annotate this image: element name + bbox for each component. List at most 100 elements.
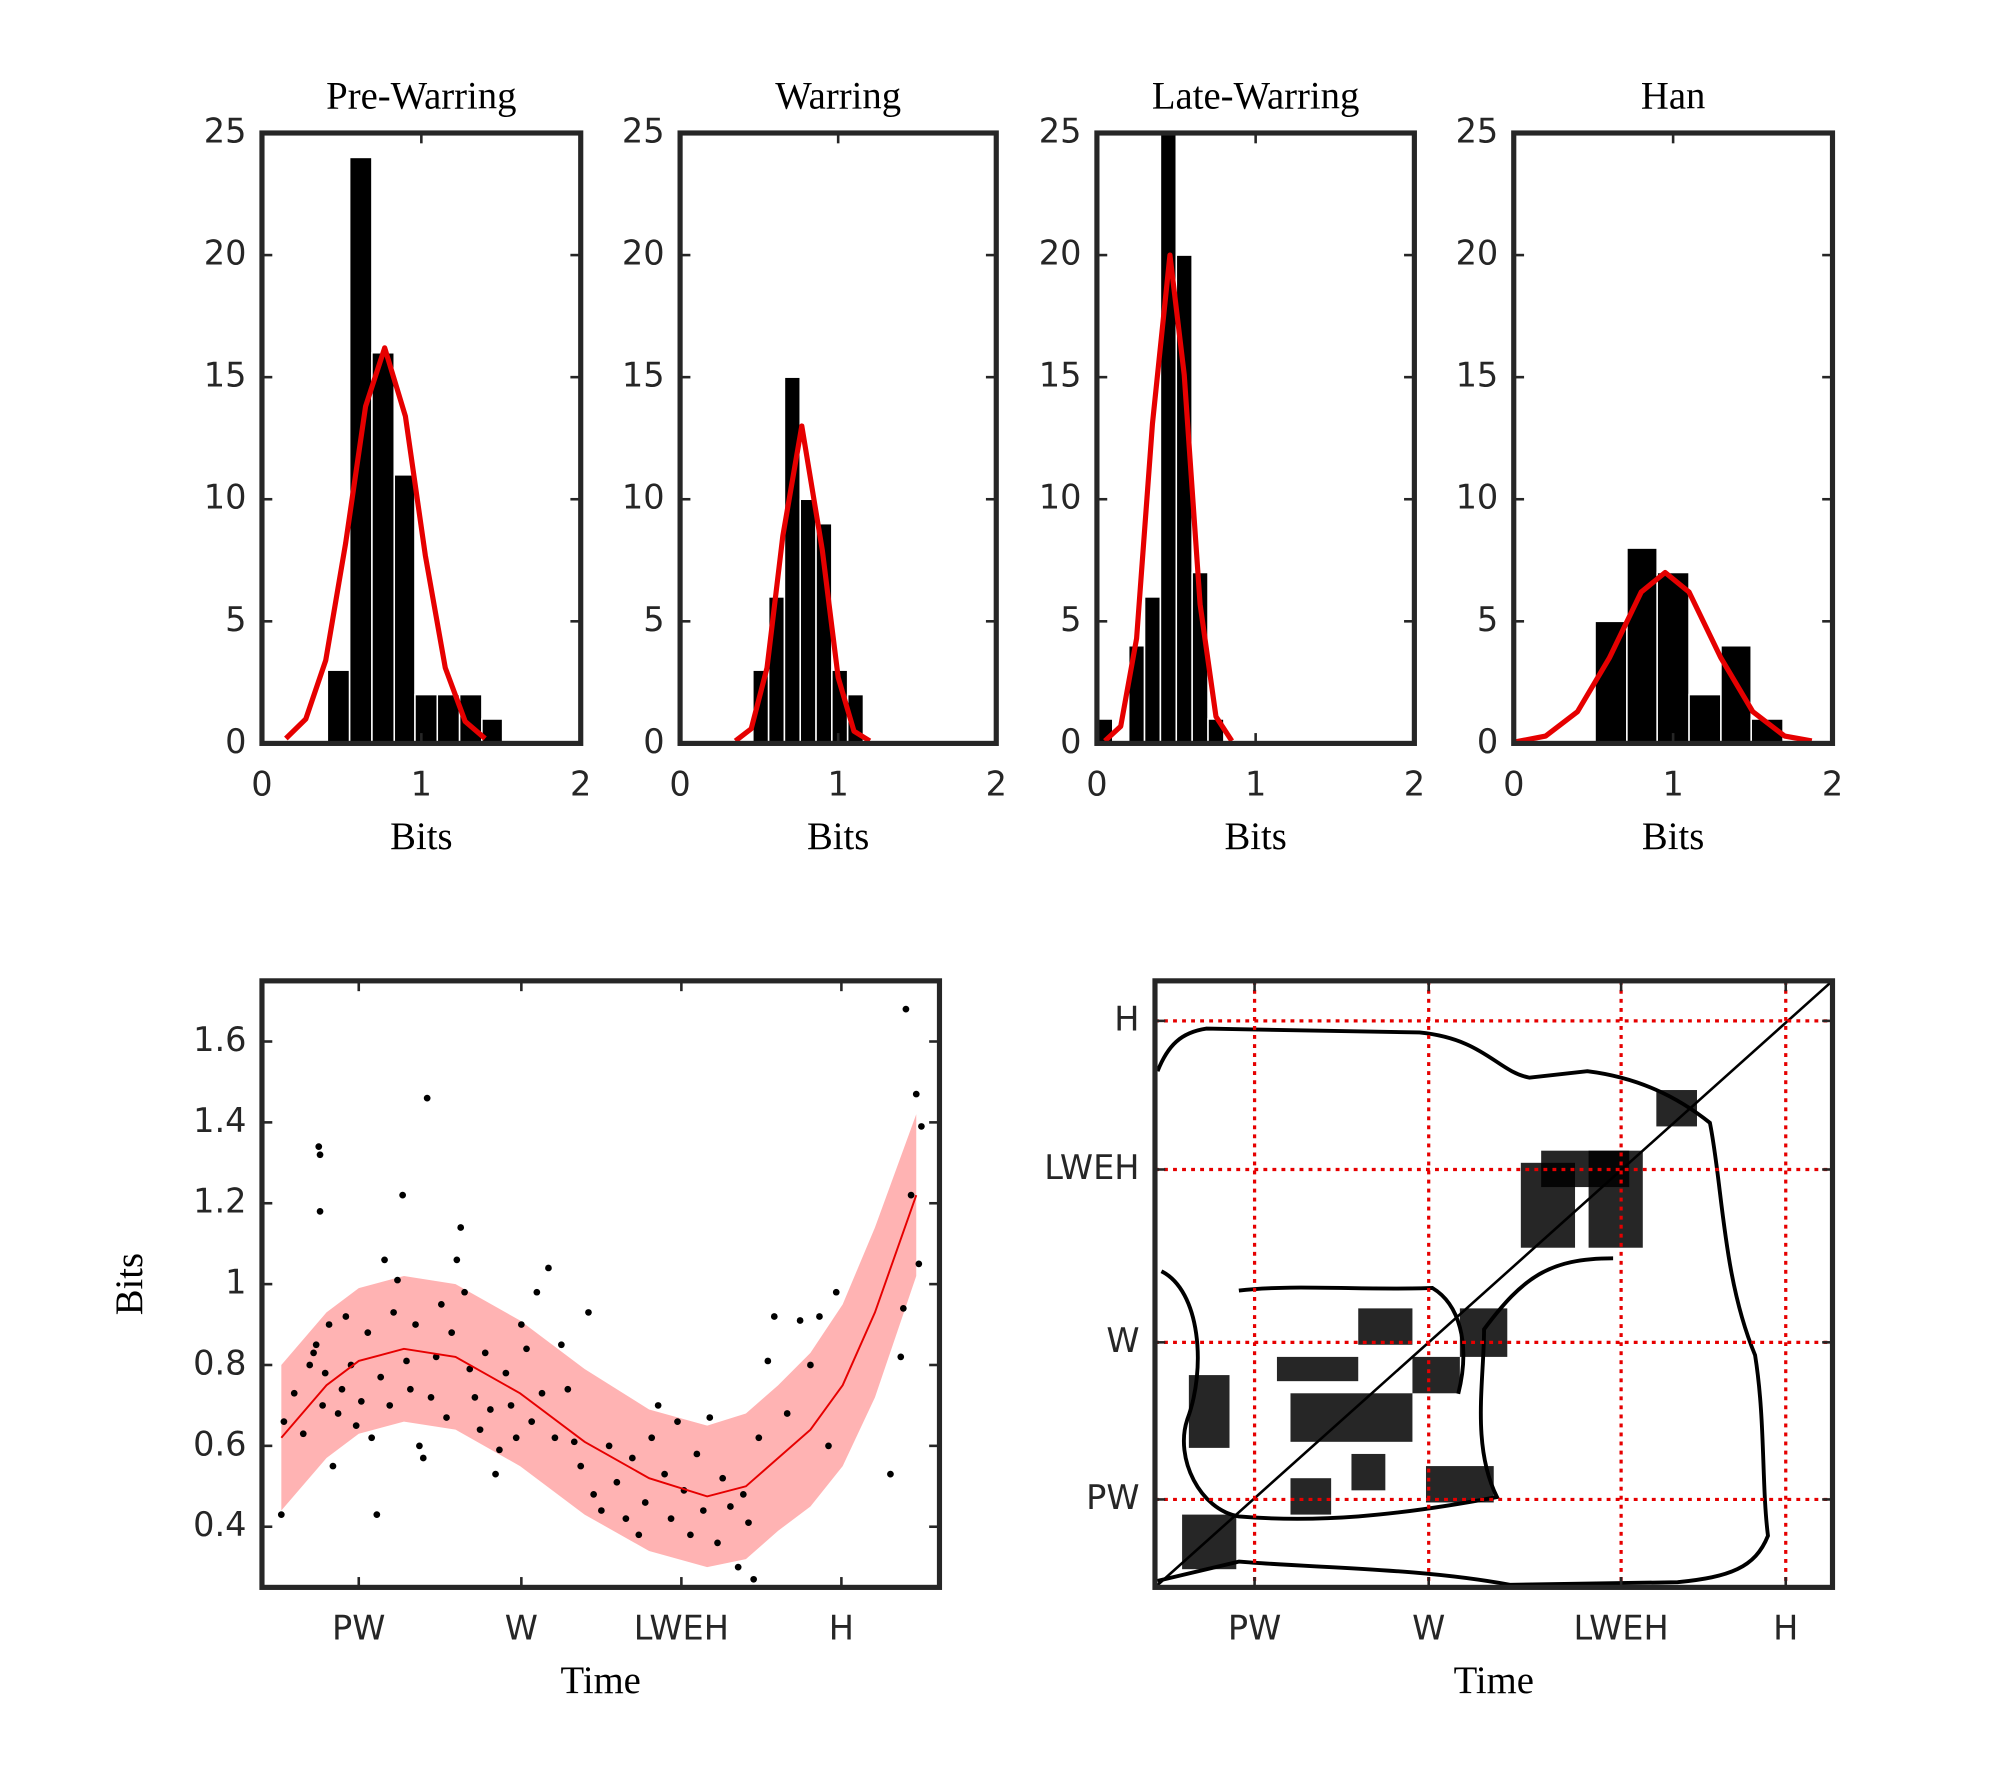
y-tick-label: 0 [643, 722, 664, 761]
scatter-point [386, 1402, 394, 1409]
scatter-point [399, 1191, 406, 1199]
x-axis-label: Bits [1642, 816, 1704, 858]
scatter-point [590, 1491, 597, 1498]
bar [393, 474, 416, 745]
scatter-point [667, 1515, 675, 1522]
x-axis-label: Time [561, 1660, 641, 1702]
scatter-point [310, 1349, 317, 1357]
y-tick-label: 25 [204, 112, 247, 151]
y-tick-label: 15 [1456, 356, 1499, 395]
scatter-point [719, 1474, 727, 1482]
scatter-point [897, 1353, 905, 1361]
axes-frame [259, 130, 584, 746]
y-tick-label: 0 [1060, 722, 1081, 761]
x-tick-label: 2 [986, 764, 1007, 803]
scatter-point [533, 1288, 541, 1296]
y-tick-label: 20 [204, 234, 247, 273]
scatter-point [528, 1418, 536, 1425]
y-axis-label: Bits [109, 1253, 151, 1315]
y-tick-label: 25 [1456, 112, 1499, 151]
scatter-point [739, 1491, 747, 1498]
scatter-point [755, 1434, 763, 1442]
scatter-point [496, 1446, 503, 1454]
scatter-point [577, 1462, 585, 1470]
y-tick-label: 0.6 [193, 1424, 246, 1463]
bar [481, 718, 504, 745]
scatter-point [419, 1454, 427, 1462]
scatter-point [457, 1224, 465, 1231]
scatter-point [453, 1256, 461, 1264]
scatter-point [277, 1511, 285, 1518]
confidence-band [281, 1114, 917, 1568]
scatter-point [915, 1260, 923, 1268]
y-tick-label: 20 [1039, 234, 1082, 273]
x-tick-label: 2 [570, 764, 591, 803]
scatter-point [319, 1402, 326, 1409]
bar [1626, 547, 1658, 745]
scatter-point [585, 1309, 592, 1316]
y-tick-label: 5 [225, 600, 246, 639]
x-tick-label: 1 [1245, 764, 1266, 803]
x-tick-label: 0 [251, 764, 272, 803]
scatter-point [825, 1442, 832, 1450]
scatter-point [364, 1329, 372, 1336]
y-tick-label: 15 [1039, 356, 1082, 395]
x-tick-label: 0 [669, 764, 690, 803]
y-tick-label: 1.6 [193, 1020, 246, 1059]
panel-title: Han [1641, 75, 1705, 117]
x-tick-label: 2 [1404, 764, 1425, 803]
scatter-point [412, 1321, 419, 1328]
scatter-point [641, 1499, 649, 1506]
scatter-point [306, 1361, 314, 1369]
x-tick-label: 0 [1086, 764, 1107, 803]
scatter-point [502, 1369, 510, 1377]
x-tick-label: H [1773, 1608, 1798, 1647]
scatter-point [368, 1434, 376, 1442]
scatter-point [661, 1470, 668, 1478]
recurrence-block [1290, 1393, 1413, 1442]
scatter-point [280, 1418, 288, 1425]
scatter-point [564, 1385, 572, 1393]
x-tick-label: W [505, 1608, 538, 1647]
scatter-point [570, 1438, 578, 1446]
scatter-point [796, 1317, 804, 1324]
x-tick-label: PW [1228, 1608, 1281, 1647]
y-tick-label: 25 [1039, 112, 1082, 151]
scatter-point [390, 1309, 397, 1316]
x-tick-label: LWEH [634, 1608, 729, 1647]
y-tick-label: 10 [1039, 478, 1082, 517]
bar [1159, 132, 1178, 745]
recurrence-block [1276, 1356, 1359, 1382]
scatter-point [492, 1470, 499, 1478]
fit-line [280, 1194, 918, 1498]
scatter-point [403, 1357, 410, 1365]
scatter-point [299, 1430, 307, 1438]
scatter-point [443, 1414, 450, 1421]
fit-curve [1103, 252, 1234, 743]
scatter-point [807, 1361, 814, 1369]
y-tick-label: 1.4 [193, 1101, 246, 1140]
scatter-point [598, 1507, 605, 1514]
axes-frame [1094, 130, 1417, 746]
y-tick-label: 0 [1477, 722, 1498, 761]
scatter-point [899, 1305, 907, 1312]
axes-frame [677, 130, 999, 746]
recurrence-block [1358, 1308, 1413, 1345]
y-tick-label: W [1106, 1321, 1139, 1360]
scatter-point [290, 1389, 298, 1397]
fit-curve [733, 423, 872, 744]
scatter-point [783, 1410, 791, 1417]
y-tick-label: 5 [1477, 600, 1498, 639]
axes-frame [259, 978, 943, 1590]
scatter-point [329, 1462, 337, 1470]
scatter-point [325, 1321, 333, 1328]
scatter-point [487, 1406, 494, 1413]
x-axis-label: Bits [390, 816, 452, 858]
y-tick-label: 0.4 [193, 1505, 246, 1544]
bar [1688, 693, 1722, 745]
scatter-point [315, 1143, 323, 1150]
scatter-point [699, 1507, 707, 1514]
bar [1720, 644, 1752, 745]
scatter-point [674, 1418, 681, 1425]
